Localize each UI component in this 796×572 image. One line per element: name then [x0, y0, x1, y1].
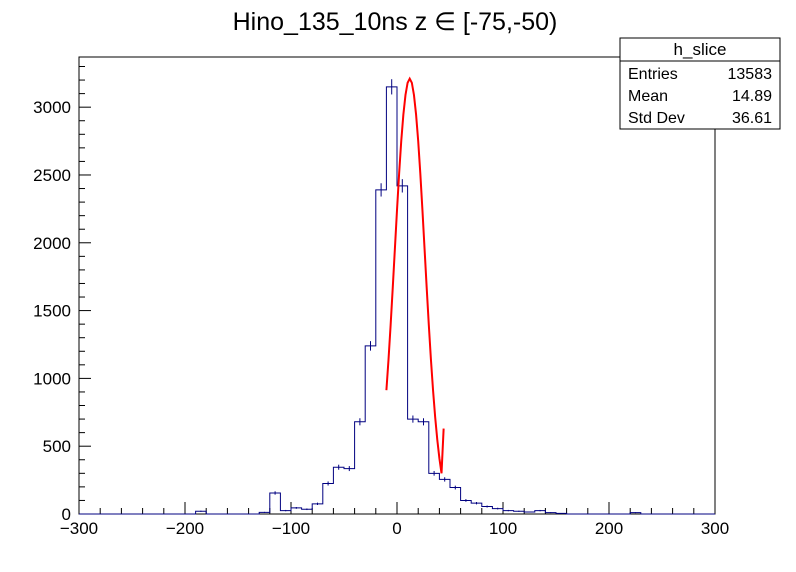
histogram-bin	[482, 507, 493, 514]
histogram-outline	[79, 86, 715, 515]
y-tick-label: 3000	[33, 98, 71, 117]
x-tick-label: 200	[595, 519, 623, 538]
x-tick-label: 0	[392, 519, 401, 538]
y-tick-label: 2500	[33, 166, 71, 185]
histogram-bin	[397, 186, 408, 514]
histogram-bin	[408, 419, 419, 514]
x-tick-label: −200	[166, 519, 204, 538]
histogram-bin	[471, 503, 482, 514]
error-bars	[200, 79, 636, 514]
histogram-bin	[355, 422, 366, 514]
y-tick-label: 500	[43, 437, 71, 456]
histogram-bin	[376, 190, 387, 514]
stats-mean-value: 14.89	[732, 88, 772, 105]
stats-entries-value: 13583	[728, 66, 773, 83]
histogram-bin	[270, 493, 281, 514]
histogram-bin	[323, 483, 334, 514]
chart-title: Hino_135_10ns z ∈ [-75,-50)	[233, 8, 558, 36]
gaussian-fit-curve	[385, 76, 445, 474]
stats-box-frame	[619, 37, 781, 130]
histogram-bin	[461, 500, 472, 514]
histogram-bin	[439, 479, 450, 514]
histogram-bin	[291, 508, 302, 514]
histogram-bin	[344, 469, 355, 514]
y-axis: 0 500 1000 1500 2000 2500 3000	[33, 65, 91, 524]
stats-entries-label: Entries	[628, 66, 678, 83]
histogram-bin	[450, 488, 461, 514]
stats-stddev-label: Std Dev	[628, 110, 685, 127]
x-tick-label: −300	[60, 519, 98, 538]
x-tick-label: 300	[701, 519, 729, 538]
histogram-bin	[418, 422, 429, 514]
histogram-bin	[365, 346, 376, 514]
stats-mean-label: Mean	[628, 88, 668, 105]
stats-box: h_slice Entries 13583 Mean 14.89 Std Dev…	[619, 37, 781, 130]
histogram-bin	[429, 473, 440, 514]
y-tick-label: 1500	[33, 302, 71, 321]
stats-title: h_slice	[674, 40, 727, 59]
y-tick-label: 2000	[33, 234, 71, 253]
histogram-bin	[333, 467, 344, 514]
y-tick-label: 0	[62, 505, 71, 524]
stats-stddev-value: 36.61	[732, 110, 772, 127]
y-tick-label: 1000	[33, 369, 71, 388]
histogram-bin	[312, 504, 323, 514]
x-tick-label: 100	[489, 519, 517, 538]
x-tick-label: −100	[272, 519, 310, 538]
